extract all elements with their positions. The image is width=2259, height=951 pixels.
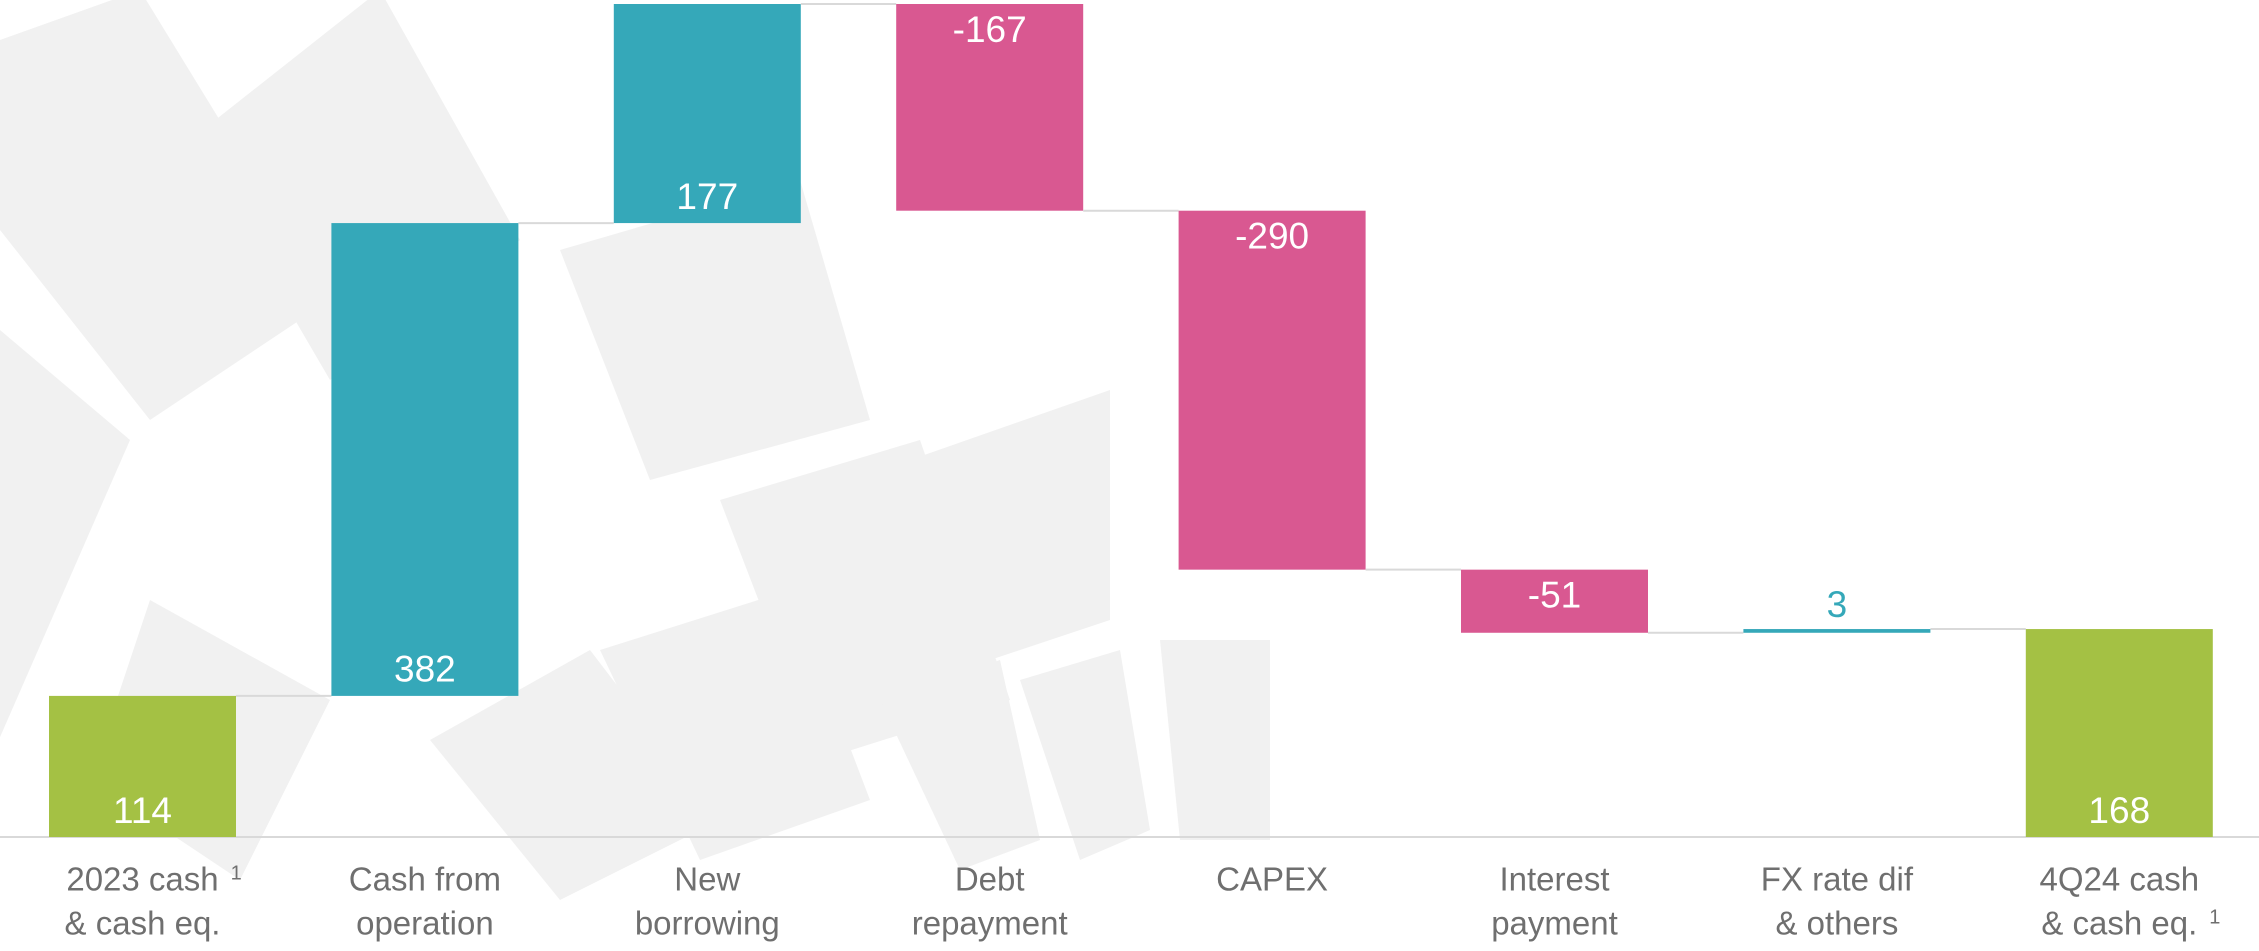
value-label: 168 [2088, 790, 2150, 831]
x-tick-label: Interest [1499, 861, 1609, 898]
footnote-mark: 1 [231, 862, 242, 884]
x-tick-label: repayment [912, 905, 1068, 942]
bar [331, 223, 519, 696]
x-tick-label: Debt [955, 861, 1025, 898]
bar [896, 4, 1084, 211]
value-label: 177 [676, 176, 738, 217]
footnote-mark: 1 [2209, 906, 2220, 928]
value-label: 382 [394, 649, 456, 690]
x-tick-label: New [674, 861, 740, 898]
x-tick-label: operation [356, 905, 494, 942]
value-label: 114 [113, 790, 172, 831]
x-tick-label: 2023 cash [66, 861, 218, 898]
x-tick-label: & cash eq. [2041, 905, 2197, 942]
x-tick-label: & others [1775, 905, 1898, 942]
value-label: -290 [1235, 215, 1309, 256]
x-tick-label: 4Q24 cash [2039, 861, 2199, 898]
x-tick-label: payment [1491, 905, 1618, 942]
x-tick-label: borrowing [635, 905, 780, 942]
x-tick-label: FX rate dif [1761, 861, 1914, 898]
bar [2025, 629, 2213, 837]
bar [1743, 629, 1931, 633]
bar [1178, 210, 1366, 570]
background-watermark [0, 0, 1270, 900]
x-tick-label: Cash from [349, 861, 501, 898]
value-label: -167 [953, 9, 1027, 50]
x-tick-label: CAPEX [1216, 861, 1328, 898]
bar [1461, 569, 1648, 633]
value-label: -51 [1528, 574, 1581, 615]
value-label: 3 [1827, 584, 1848, 625]
x-tick-label: & cash eq. [65, 905, 221, 942]
bar [613, 4, 801, 224]
bar [49, 695, 236, 837]
